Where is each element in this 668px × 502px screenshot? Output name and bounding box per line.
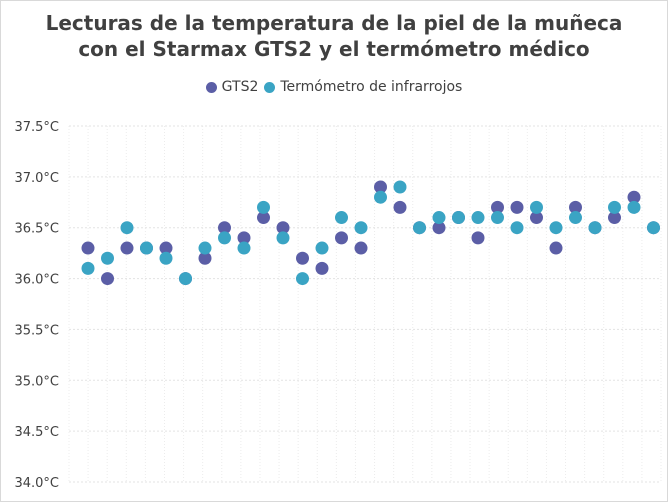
infrared-point	[647, 221, 660, 235]
gts2-point	[218, 221, 231, 235]
gts2-point	[354, 241, 368, 255]
infrared-point	[198, 241, 212, 255]
gts2-point	[315, 261, 329, 275]
y-tick-label: 35.5°C	[14, 323, 59, 338]
legend-label-gts2: GTS2	[221, 79, 259, 95]
legend-item-gts2: GTS2	[205, 79, 259, 95]
infrared-point	[257, 200, 270, 214]
infrared-point	[608, 200, 621, 214]
gts2-point	[81, 241, 95, 255]
infrared-point	[393, 180, 407, 194]
legend-marker-gts2	[205, 81, 217, 93]
infrared-point	[374, 190, 387, 204]
gts2-point	[393, 200, 407, 214]
infrared-point	[120, 221, 134, 235]
gts2-point	[549, 241, 563, 255]
gts2-point	[510, 200, 524, 214]
gts2-point	[627, 190, 641, 204]
y-tick-label: 34.0°C	[14, 476, 59, 491]
gts2-point	[159, 241, 173, 255]
legend-marker-infrared	[264, 81, 276, 93]
infrared-point	[549, 221, 563, 235]
infrared-point	[530, 200, 543, 214]
infrared-point	[179, 272, 192, 286]
chart-title-line-1: Lecturas de la temperatura de la piel de…	[45, 11, 623, 35]
gts2-point	[101, 272, 114, 286]
legend-item-infrared: Termómetro de infrarrojos	[264, 79, 462, 95]
y-tick-label: 37.0°C	[14, 171, 59, 186]
infrared-point	[159, 251, 173, 265]
gts2-point	[530, 211, 543, 225]
infrared-point	[296, 272, 309, 286]
gts2-point	[276, 221, 290, 235]
infrared-point	[140, 241, 153, 255]
gts2-point	[374, 180, 387, 194]
infrared-point	[335, 211, 348, 225]
infrared-point	[569, 211, 582, 225]
chart-legend: GTS2 Termómetro de infrarrojos	[1, 79, 667, 95]
infrared-point	[354, 221, 368, 235]
gts2-point	[296, 251, 309, 265]
gts2-point	[569, 200, 582, 214]
y-tick-label: 35.0°C	[14, 374, 59, 389]
gts2-point	[608, 211, 621, 225]
infrared-point	[413, 221, 426, 235]
infrared-point	[627, 200, 641, 214]
infrared-point	[510, 221, 524, 235]
gts2-point	[335, 231, 348, 245]
y-tick-label: 37.5°C	[14, 120, 59, 135]
gts2-point	[471, 231, 485, 245]
chart-title-line-2: con el Starmax GTS2 y el termómetro médi…	[78, 37, 590, 61]
y-tick-label: 36.0°C	[14, 273, 59, 288]
infrared-point	[101, 251, 114, 265]
chart-title: Lecturas de la temperatura de la piel de…	[1, 10, 667, 62]
infrared-point	[588, 221, 602, 235]
y-tick-label: 34.5°C	[14, 425, 59, 440]
infrared-point	[218, 231, 231, 245]
infrared-point	[471, 211, 485, 225]
y-tick-label: 36.5°C	[14, 222, 59, 237]
infrared-point	[276, 231, 290, 245]
legend-label-infrared: Termómetro de infrarrojos	[280, 79, 463, 95]
infrared-point	[315, 241, 329, 255]
infrared-point	[452, 211, 465, 225]
infrared-point	[491, 211, 504, 225]
gts2-point	[120, 241, 134, 255]
infrared-point	[237, 241, 251, 255]
gts2-point	[237, 231, 251, 245]
gts2-point	[491, 200, 504, 214]
gts2-point	[257, 211, 270, 225]
infrared-point	[432, 211, 446, 225]
infrared-point	[81, 261, 95, 275]
gts2-point	[432, 221, 446, 235]
gts2-point	[198, 251, 212, 265]
